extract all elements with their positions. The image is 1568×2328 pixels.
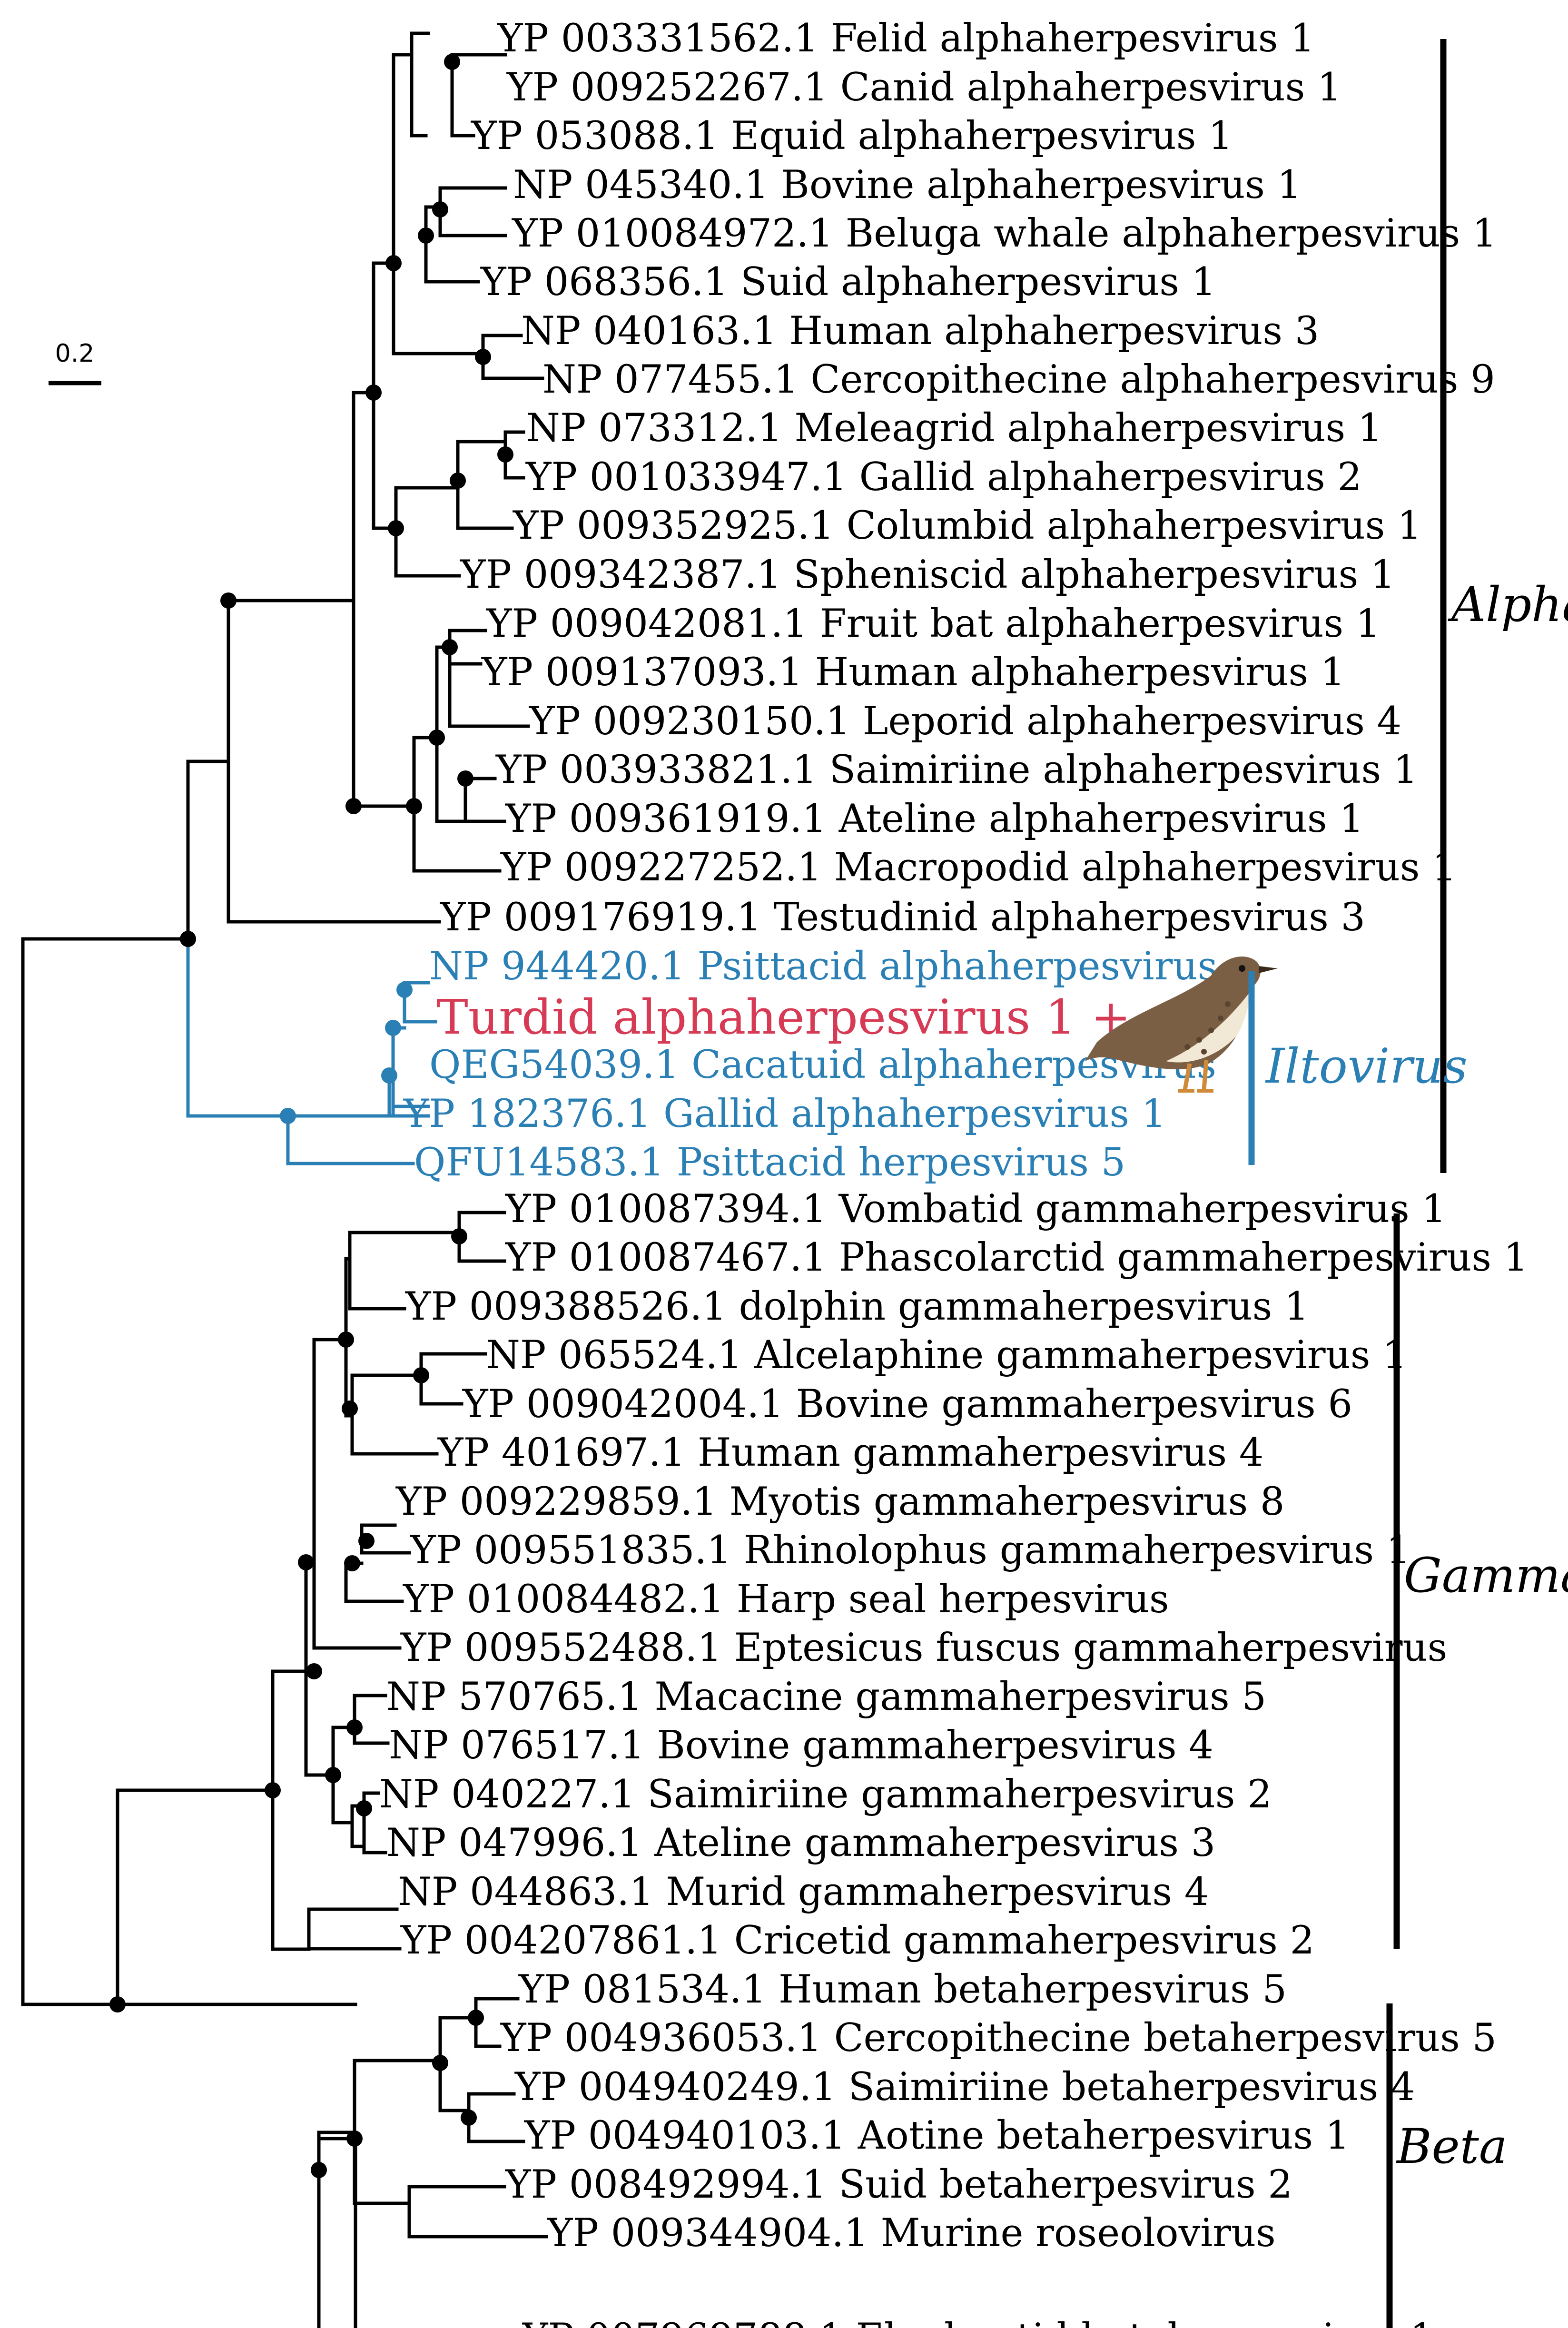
taxon-label: YP 401697.1 Human gammaherpesvirus 4 — [437, 1430, 1263, 1475]
node-dot — [346, 1719, 363, 1736]
node-dot — [396, 982, 413, 998]
taxon-label: YP 010084482.1 Harp seal herpesvirus — [403, 1577, 1169, 1622]
taxon-label: NP 570765.1 Macacine gammaherpesvirus 5 — [386, 1675, 1266, 1719]
node-dot — [220, 592, 237, 609]
taxon-label: QFU14583.1 Psittacid herpesvirus 5 — [414, 1140, 1125, 1185]
taxon-labels: YP 003331562.1 Felid alphaherpesvirus 1 … — [379, 16, 1528, 2328]
taxon-label: NP 045340.1 Bovine alphaherpesvirus 1 — [513, 163, 1302, 207]
node-dot — [342, 1401, 358, 1417]
taxon-label: QEG54039.1 Cacatuid alphaherpesvirus — [429, 1043, 1216, 1087]
taxon-label: YP 009344904.1 Murine roseolovirus — [547, 2211, 1276, 2256]
clade-annotations: Alpha Iltovirus Gamma Beta — [1248, 39, 1568, 2328]
taxon-label: YP 010087467.1 Phascolarctid gammaherpes… — [505, 1235, 1528, 1280]
node-dot — [457, 770, 473, 787]
node-dot — [385, 1020, 401, 1036]
node-dot — [344, 1555, 360, 1571]
clade-label-beta: Beta — [1396, 2119, 1507, 2174]
taxon-label: YP 009252267.1 Canid alphaherpesvirus 1 — [506, 65, 1342, 110]
clade-label-gamma: Gamma — [1404, 1548, 1568, 1603]
taxon-label: NP 044863.1 Murid gammaherpesvirus 4 — [398, 1870, 1209, 1914]
taxon-label: YP 009551835.1 Rhinolophus gammaherpesvi… — [410, 1528, 1410, 1573]
taxon-label: NP 073312.1 Meleagrid alphaherpesvirus 1 — [526, 406, 1382, 451]
taxon-label: YP 001033947.1 Gallid alphaherpesvirus 2 — [525, 455, 1362, 500]
node-dot — [325, 1767, 341, 1783]
node-dot — [418, 227, 434, 244]
node-dot — [381, 1067, 397, 1084]
taxon-label: YP 008492994.1 Suid betaherpesvirus 2 — [505, 2162, 1292, 2207]
node-dot — [432, 201, 448, 217]
node-dot — [311, 2162, 327, 2178]
node-dot — [345, 798, 362, 814]
node-dot — [451, 1228, 467, 1244]
taxon-label: YP 009042004.1 Bovine gammaherpesvirus 6 — [462, 1382, 1352, 1427]
node-dot — [298, 1554, 314, 1570]
taxon-label: YP 004940249.1 Saimiriine betaherpesviru… — [514, 2065, 1415, 2110]
node-dot — [444, 54, 460, 70]
node-dot — [385, 255, 402, 271]
node-dot — [346, 2131, 363, 2147]
taxon-label: NP 944420.1 Psittacid alphaherpesvirus — [429, 944, 1217, 989]
node-dot — [109, 1996, 126, 2012]
iltovirus-branches — [186, 937, 437, 1165]
taxon-label: YP 009137093.1 Human alphaherpesvirus 1 — [481, 650, 1345, 695]
node-dot — [475, 349, 491, 365]
clade-label-iltovirus: Iltovirus — [1265, 1038, 1468, 1094]
taxon-label: YP 010087394.1 Vombatid gammaherpesvirus… — [505, 1187, 1446, 1232]
taxon-label: NP 076517.1 Bovine gammaherpesvirus 4 — [389, 1723, 1213, 1768]
taxon-label: NP 040163.1 Human alphaherpesvirus 3 — [521, 309, 1319, 354]
taxon-label: YP 010084972.1 Beluga whale alphaherpesv… — [512, 211, 1497, 256]
node-dot — [280, 1108, 296, 1124]
node-dot — [365, 385, 382, 401]
taxon-label: NP 077455.1 Cercopithecine alphaherpesvi… — [542, 357, 1495, 402]
node-dot — [429, 730, 445, 746]
taxon-label: YP 004207861.1 Cricetid gammaherpesvirus… — [400, 1918, 1314, 1963]
thrush-bird-icon — [1085, 957, 1278, 1093]
taxon-label: YP 053088.1 Equid alphaherpesvirus 1 — [471, 114, 1233, 158]
node-dot — [265, 1782, 281, 1798]
node-dot — [450, 473, 466, 489]
taxon-label: YP 009227252.1 Macropodid alphaherpesvir… — [500, 845, 1457, 890]
node-dot — [461, 2110, 477, 2126]
node-dot — [356, 1800, 372, 1816]
taxon-label: YP 081534.1 Human betaherpesvirus 5 — [518, 1967, 1287, 2012]
taxon-label: YP 003933821.1 Saimiriine alphaherpesvir… — [495, 748, 1418, 792]
taxon-label: YP 009361919.1 Ateline alphaherpesvirus … — [505, 797, 1364, 841]
node-dot — [468, 2010, 484, 2026]
node-dot — [180, 931, 196, 947]
taxon-label: YP 009229859.1 Myotis gammaherpesvirus 8 — [395, 1480, 1284, 1524]
taxon-label: YP 009552488.1 Eptesicus fuscus gammaher… — [400, 1626, 1447, 1670]
node-dot — [497, 446, 513, 463]
taxon-label-turdid: Turdid alphaherpesvirus 1 + — [436, 989, 1131, 1045]
taxon-label: YP 009388526.1 dolphin gammaherpesvirus … — [405, 1284, 1309, 1329]
node-dot — [442, 639, 458, 655]
taxon-label: YP 007969788.1 Elephantid betaherpesviru… — [522, 2316, 1434, 2328]
taxon-label: NP 047996.1 Ateline gammaherpesvirus 3 — [386, 1821, 1215, 1865]
node-dot — [432, 2055, 448, 2071]
taxon-label: NP 040227.1 Saimiriine gammaherpesvirus … — [379, 1772, 1272, 1817]
taxon-label: NP 065524.1 Alcelaphine gammaherpesvirus… — [486, 1333, 1407, 1378]
taxon-label: YP 068356.1 Suid alphaherpesvirus 1 — [480, 260, 1216, 305]
scale-bar-label: 0.2 — [55, 339, 95, 368]
node-dot — [406, 798, 422, 814]
node-markers — [109, 54, 513, 2178]
node-dot — [358, 1533, 375, 1549]
taxon-label: YP 003331562.1 Felid alphaherpesvirus 1 — [497, 16, 1315, 61]
node-dot — [338, 1332, 354, 1348]
taxon-label: YP 009042081.1 Fruit bat alphaherpesviru… — [486, 602, 1380, 646]
node-dot — [306, 1663, 322, 1679]
taxon-label: YP 004940103.1 Aotine betaherpesvirus 1 — [524, 2113, 1350, 2158]
node-dot — [413, 1367, 429, 1383]
taxon-label: YP 009342387.1 Spheniscid alphaherpesvir… — [460, 552, 1395, 597]
scale-bar: 0.2 — [49, 339, 101, 385]
node-dot — [388, 520, 404, 536]
taxon-label: YP 182376.1 Gallid alphaherpesvirus 1 — [403, 1092, 1166, 1136]
taxon-label: YP 004936053.1 Cercopithecine betaherpes… — [500, 2016, 1497, 2061]
taxon-label: YP 009352925.1 Columbid alphaherpesvirus… — [513, 503, 1422, 548]
taxon-label: YP 009230150.1 Leporid alphaherpesvirus … — [529, 699, 1401, 744]
taxon-label: YP 009176919.1 Testudinid alphaherpesvir… — [440, 895, 1365, 940]
clade-label-alpha: Alpha — [1448, 577, 1568, 632]
